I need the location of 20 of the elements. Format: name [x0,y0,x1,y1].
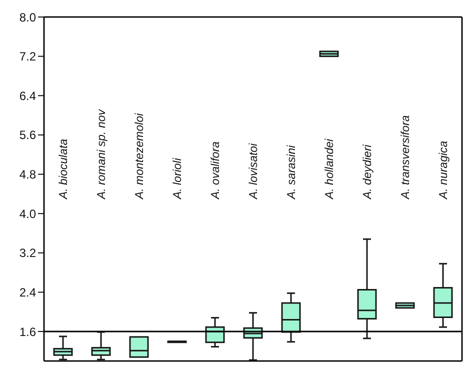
y-tick-label: 5.6 [19,128,36,142]
x-tick-label: A. transversifora [400,115,412,200]
y-tick-label: 6.4 [19,88,36,103]
y-tick-label: 8.0 [19,10,36,24]
x-tick-label: A. lovisatoi [248,142,260,200]
x-tick-label: A. lorioli [172,158,184,200]
x-tick-label: A. montezemoloi [134,112,146,200]
x-tick-label: A. hollandei [324,138,336,200]
x-tick-label: A. ovalifora [210,141,222,200]
x-tick-label: A. nuragica [438,140,450,200]
y-tick-label: 4.0 [19,206,36,221]
x-tick-label: A. romani sp. nov [96,108,108,200]
y-tick-label: 3.2 [19,246,36,260]
x-tick-label: A. bioculata [58,138,70,200]
y-tick-label: 2.4 [19,285,36,300]
y-tick-label: 4.8 [19,168,36,182]
x-tick-label: A. deydieri [362,144,374,200]
x-tick-label: A. sarasini [286,144,298,200]
y-tick-label: 7.2 [19,50,36,64]
y-tick-label: 1.6 [19,324,36,339]
